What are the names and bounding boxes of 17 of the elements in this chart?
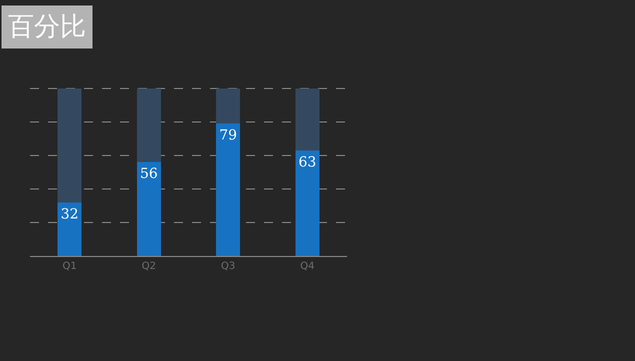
data-label: 63 (298, 154, 316, 170)
bar (136, 88, 161, 162)
chart-title: 百分比 (8, 12, 86, 42)
x-tick-label: Q3 (221, 261, 236, 272)
x-tick-label: Q4 (300, 261, 314, 272)
bar (295, 150, 320, 256)
data-label: 56 (140, 166, 158, 182)
x-tick-label: Q2 (142, 261, 156, 272)
bar (58, 202, 82, 256)
bar (216, 88, 240, 124)
data-label: 79 (219, 128, 238, 144)
bar (216, 124, 240, 256)
bar (58, 88, 82, 202)
bar (295, 88, 320, 150)
bar (136, 162, 161, 256)
x-tick-label: Q1 (62, 261, 77, 272)
data-label: 32 (60, 206, 79, 222)
